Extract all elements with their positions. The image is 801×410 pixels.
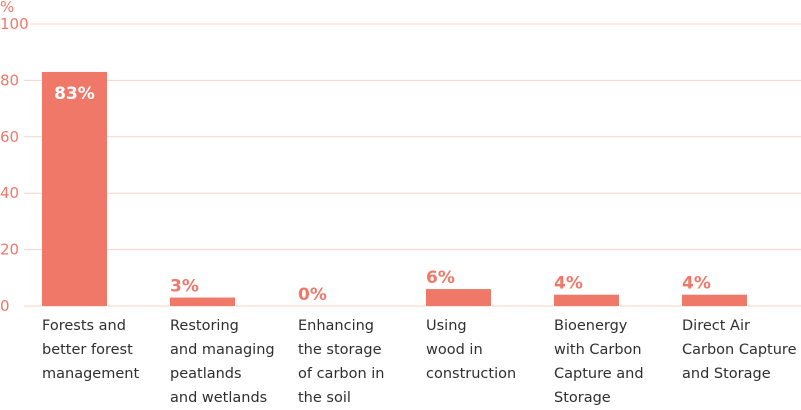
data-label: 3% xyxy=(170,277,199,297)
category-label-line: Capture and xyxy=(554,366,644,382)
category-label-line: Forests and xyxy=(42,318,126,334)
y-tick-label: 40 xyxy=(0,184,19,202)
category-label-line: and managing xyxy=(170,342,275,358)
category-label-line: with Carbon xyxy=(554,342,642,358)
category-label-line: construction xyxy=(426,366,517,382)
bar xyxy=(170,297,235,306)
y-tick-label: 0 xyxy=(0,297,10,315)
y-axis-label: % xyxy=(0,0,14,16)
category-label-line: Direct Air xyxy=(682,318,750,334)
category-label: Enhancing the storage of carbon in the soil xyxy=(298,314,423,410)
category-label: Restoring and managing peatlands and wetlan… xyxy=(170,314,295,410)
category-label-line: and Storage xyxy=(682,366,771,382)
category-label-line: Using xyxy=(426,318,467,334)
data-label: 83% xyxy=(54,84,95,104)
bar xyxy=(554,294,619,306)
bar xyxy=(682,294,747,306)
category-label-line: wood in xyxy=(426,342,483,358)
bar xyxy=(42,71,107,306)
category-label-line: Bioenergy xyxy=(554,318,628,334)
y-tick-label: 80 xyxy=(0,71,19,89)
data-label: 4% xyxy=(682,274,711,294)
data-label: 0% xyxy=(298,285,327,305)
category-label: Direct Air Carbon Capture and Storage xyxy=(682,314,801,386)
category-label: Using wood in construction xyxy=(426,314,551,386)
category-label-line: Storage xyxy=(554,390,611,406)
category-label-line: and wetlands xyxy=(170,390,268,406)
data-label: 4% xyxy=(554,274,583,294)
category-label-line: peatlands xyxy=(170,366,242,382)
category-label-line: Restoring xyxy=(170,318,239,334)
bar xyxy=(426,289,491,306)
category-label-line: Enhancing xyxy=(298,318,375,334)
data-label: 6% xyxy=(426,268,455,288)
category-label-line: management xyxy=(42,366,140,382)
category-label-line: of carbon in xyxy=(298,366,385,382)
y-tick-label: 100 xyxy=(0,15,29,33)
category-label-line: Carbon Capture xyxy=(682,342,797,358)
category-label-line: the soil xyxy=(298,390,351,406)
y-tick-label: 20 xyxy=(0,241,19,259)
y-tick-label: 60 xyxy=(0,128,19,146)
category-label-line: the storage xyxy=(298,342,382,358)
category-label: Forests and better forest management xyxy=(42,314,167,386)
category-label: Bioenergy with Carbon Capture and Storage xyxy=(554,314,679,410)
category-label-line: better forest xyxy=(42,342,133,358)
